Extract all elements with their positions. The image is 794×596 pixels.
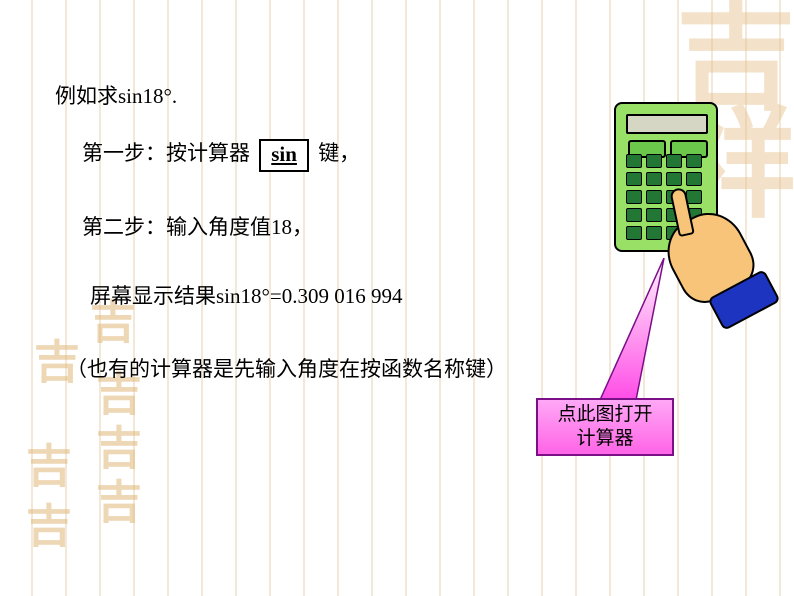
title-text: 例如求sin18°. [55, 84, 177, 108]
example-title: 例如求sin18°. [55, 80, 177, 110]
calculator-image[interactable] [614, 102, 724, 262]
calc-key [626, 154, 642, 168]
calc-key [626, 172, 642, 186]
callout-arrow-icon [548, 258, 718, 418]
step-1-line: 第一步：按计算器 sin 键， [82, 137, 360, 171]
sin-key-box: sin [259, 139, 309, 172]
calc-key [626, 190, 642, 204]
calculator-screen [626, 114, 708, 134]
step1-post-text: 键， [318, 141, 360, 165]
step1-pre-text: 第一步：按计算器 [82, 141, 250, 165]
step-2-line: 第二步：输入角度值18， [82, 211, 313, 241]
calc-key [686, 154, 702, 168]
slide-content: 例如求sin18°. 第一步：按计算器 sin 键， 第二步：输入角度值18， … [0, 0, 794, 596]
calc-key [626, 208, 642, 222]
note-line: （也有的计算器是先输入角度在按函数名称键） [66, 353, 507, 383]
result-text: 屏幕显示结果sin18°=0.309 016 994 [90, 284, 403, 308]
note-text: （也有的计算器是先输入角度在按函数名称键） [66, 357, 507, 381]
calc-key [646, 172, 662, 186]
calc-key [626, 226, 642, 240]
open-calculator-callout[interactable]: 点此图打开 计算器 [536, 398, 674, 456]
calc-key [666, 154, 682, 168]
step2-text: 第二步：输入角度值18， [82, 215, 313, 239]
calc-key [646, 154, 662, 168]
result-line: 屏幕显示结果sin18°=0.309 016 994 [90, 280, 403, 310]
calc-key [686, 190, 702, 204]
calc-key [666, 172, 682, 186]
calc-key [646, 208, 662, 222]
calc-key [646, 190, 662, 204]
calc-key [686, 172, 702, 186]
calc-key [646, 226, 662, 240]
callout-text: 点此图打开 计算器 [557, 403, 652, 451]
